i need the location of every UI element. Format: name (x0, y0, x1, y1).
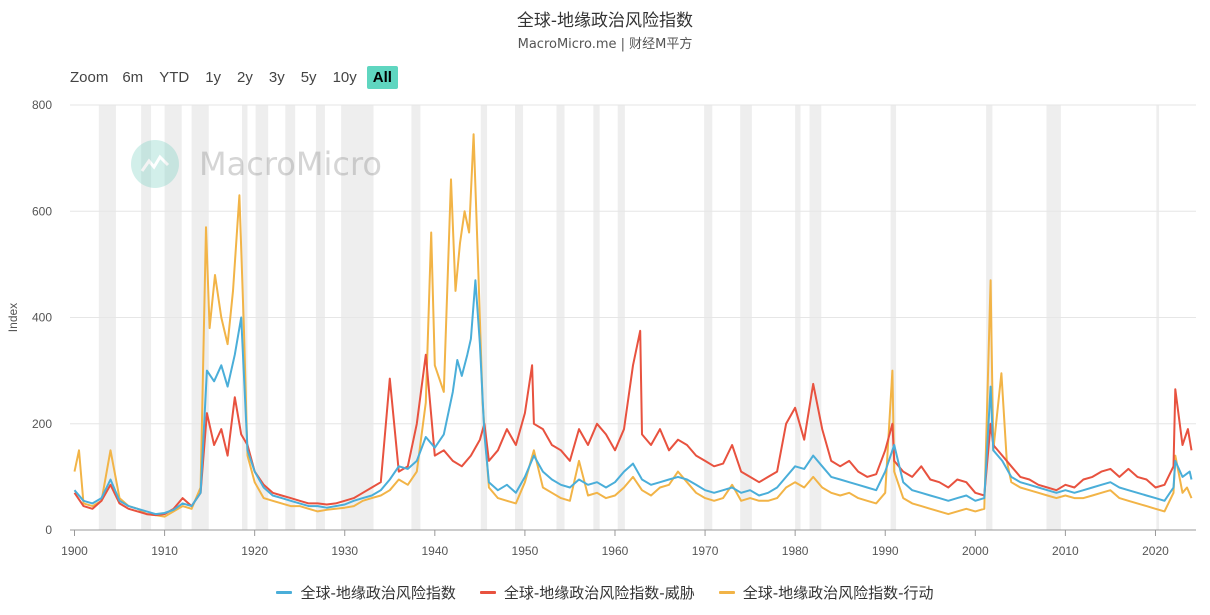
zoom-2y-button[interactable]: 2y (237, 68, 253, 86)
chart-subtitle: MacroMicro.me | 财经M平方 (517, 37, 693, 52)
zoom-10y-button[interactable]: 10y (332, 68, 357, 86)
legend-item-threats[interactable]: 全球-地缘政治风险指数-威胁 (479, 582, 695, 603)
zoom-6m-button[interactable]: 6m (122, 68, 144, 86)
series-line-1 (73, 329, 1193, 517)
x-tick-label: 1920 (241, 544, 268, 558)
series-lines (73, 133, 1193, 518)
x-tick-label: 1940 (421, 544, 448, 558)
y-tick-label: 600 (32, 204, 52, 218)
x-tick-label: 1900 (61, 544, 88, 558)
legend-swatch-acts (718, 591, 735, 594)
zoom-bar: Zoom 6m YTD 1y 2y 3y 5y 10y All (64, 64, 400, 90)
x-tick-label: 2000 (962, 544, 989, 558)
legend-item-acts[interactable]: 全球-地缘政治风险指数-行动 (718, 582, 934, 603)
y-tick-label: 800 (32, 98, 52, 112)
x-tick-label: 1960 (602, 544, 629, 558)
legend-label-threats: 全球-地缘政治风险指数-威胁 (503, 584, 695, 602)
zoom-1y-button[interactable]: 1y (205, 68, 222, 86)
y-tick-label: 200 (32, 417, 52, 431)
x-tick-label: 1980 (782, 544, 809, 558)
chart-title: 全球-地缘政治风险指数 (516, 11, 694, 31)
watermark-logo-icon (131, 140, 179, 188)
x-tick-label: 1970 (692, 544, 719, 558)
zoom-label: Zoom (70, 68, 109, 86)
x-tick-label: 2020 (1142, 544, 1169, 558)
legend: 全球-地缘政治风险指数 全球-地缘政治风险指数-威胁 全球-地缘政治风险指数-行… (0, 582, 1210, 603)
legend-swatch-threats (479, 591, 496, 594)
x-tick-label: 1990 (872, 544, 899, 558)
x-tick-label: 1910 (151, 544, 178, 558)
zoom-ytd-button[interactable]: YTD (159, 68, 190, 86)
watermark-text: MacroMicro (199, 145, 382, 183)
y-tick-label: 400 (32, 311, 52, 325)
zoom-5y-button[interactable]: 5y (300, 68, 317, 86)
y-axis-label: Index (6, 303, 20, 332)
legend-label-gpr: 全球-地缘政治风险指数 (300, 584, 456, 602)
legend-item-gpr[interactable]: 全球-地缘政治风险指数 (276, 582, 456, 603)
x-tick-label: 1950 (512, 544, 539, 558)
zoom-all-button[interactable]: All (366, 65, 398, 89)
series-line-2 (73, 133, 1193, 518)
series-line-0 (73, 279, 1193, 516)
x-tick-label: 1930 (331, 544, 358, 558)
zoom-3y-button[interactable]: 3y (268, 68, 285, 86)
watermark: MacroMicro (131, 140, 382, 188)
axes: 0 200 400 600 800 1900 1910 1920 1930 1940 1950 196… (6, 98, 1196, 558)
legend-label-acts: 全球-地缘政治风险指数-行动 (742, 584, 934, 602)
y-tick-label: 0 (45, 523, 52, 537)
x-tick-label: 2010 (1052, 544, 1079, 558)
legend-swatch-gpr (276, 591, 293, 594)
